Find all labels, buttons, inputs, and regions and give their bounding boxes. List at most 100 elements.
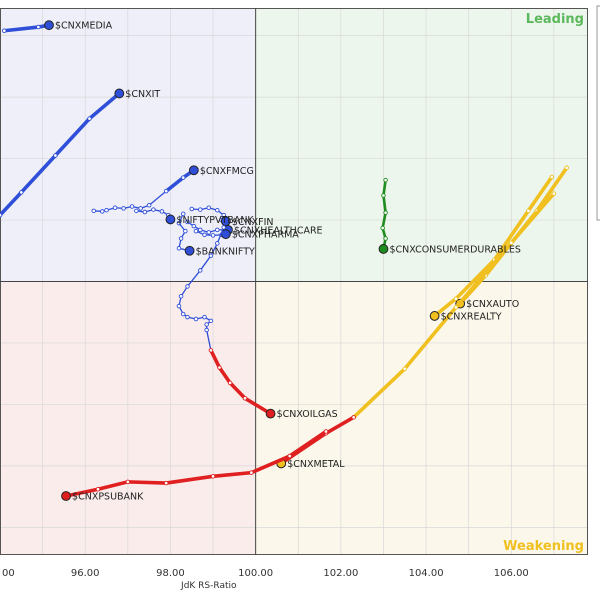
trail-point — [193, 228, 199, 234]
trail-point — [180, 211, 186, 217]
trail-point — [125, 479, 131, 485]
trail-point — [204, 327, 209, 333]
series-layer — [0, 20, 569, 501]
trail-point — [323, 429, 329, 434]
trail-point — [210, 233, 216, 238]
trail-point — [204, 322, 209, 327]
trail-point — [95, 486, 101, 492]
x-tick-label: 98.00 — [156, 568, 185, 579]
series-label: $CNXMEDIA — [55, 21, 113, 32]
trail-point — [549, 174, 555, 180]
trail-point — [163, 188, 169, 194]
legend-panel-edge — [596, 5, 600, 221]
series-label: $CNXFMCG — [200, 166, 254, 177]
trail-point — [221, 225, 226, 230]
trail-point — [193, 316, 199, 322]
trail-point — [198, 227, 203, 233]
series-head-point[interactable] — [429, 311, 440, 321]
series-label: $BANKNIFTY — [196, 246, 255, 257]
trail-point — [36, 24, 41, 30]
series-label: $CNXCONSUMERDURABLES — [389, 244, 520, 255]
trail-point — [100, 209, 105, 214]
trail-point — [215, 227, 220, 233]
trail-point — [509, 240, 514, 246]
trail-point — [526, 208, 531, 214]
trail-point — [242, 396, 248, 401]
series-head-point[interactable] — [184, 245, 195, 256]
trail-point — [189, 206, 194, 212]
trail-point — [176, 303, 182, 309]
trail-point — [208, 348, 214, 353]
trail-point — [198, 207, 203, 212]
trail-point — [178, 236, 184, 241]
x-tick-label: 106.00 — [494, 568, 529, 579]
trail-point — [287, 453, 292, 459]
series-label: $CNXPSUBANK — [72, 491, 144, 502]
quadrant-weakening — [255, 281, 589, 555]
trail-point — [185, 284, 190, 289]
trail-point — [185, 219, 190, 225]
trail-point — [87, 116, 92, 121]
trail-point — [151, 207, 156, 212]
series-cnxconsumerdurables — [378, 177, 389, 254]
series-head-point[interactable] — [265, 408, 276, 419]
quadrant-label-weakening: Weakening — [503, 539, 584, 554]
trail-point — [183, 228, 188, 234]
x-tick-label: 100.00 — [238, 568, 273, 579]
x-tick-label: 102.00 — [323, 568, 358, 579]
trail-point — [142, 209, 148, 215]
series-head-point[interactable] — [44, 20, 54, 31]
trail-point — [2, 28, 7, 33]
series-label: $CNXFIN — [232, 217, 274, 228]
series-label: $CNXREALTY — [441, 311, 502, 322]
trail-point — [453, 296, 459, 301]
series-label: $CNXHEALTHCARE — [234, 225, 323, 236]
trail-point — [53, 153, 58, 158]
trail-point — [129, 204, 135, 209]
trail-point — [215, 207, 220, 213]
x-tick-label: 96.00 — [71, 568, 100, 579]
trail-point — [383, 177, 388, 183]
x-tick-label-edge: 00 — [2, 568, 15, 579]
trail-point — [104, 207, 109, 213]
trail-point — [191, 223, 197, 229]
trail-point — [227, 380, 233, 386]
trail-point — [402, 366, 408, 372]
series-head-point[interactable] — [378, 244, 389, 254]
x-axis-title: JdK RS-Ratio — [180, 581, 237, 591]
series-head-point[interactable] — [61, 491, 71, 501]
series-label: $NIFTYPVTBANK — [176, 215, 254, 226]
series-banknifty — [176, 211, 195, 256]
trail-point — [159, 209, 165, 214]
series-label: $CNXMETAL — [287, 459, 345, 470]
series-head-point[interactable] — [114, 88, 125, 99]
trail-point — [351, 415, 356, 420]
trail-point — [146, 203, 152, 208]
trail-point — [121, 206, 126, 211]
series-head-point[interactable] — [188, 165, 199, 176]
trail-point — [208, 253, 214, 258]
series-cnxfmcg — [91, 165, 199, 214]
trail-point — [198, 268, 203, 273]
x-axis-ticks: 96.00 98.00 100.00 102.00 104.00 106.00 — [71, 568, 529, 579]
series-label: $CNXOILGAS — [277, 409, 338, 420]
series-cnxfin — [189, 205, 231, 227]
trail-point — [180, 175, 186, 180]
trail-point — [564, 165, 569, 171]
trail-point — [383, 210, 388, 215]
series-label: $CNXIT — [125, 89, 160, 100]
trail-point — [383, 236, 388, 241]
trail-point — [206, 230, 212, 235]
trail-point — [180, 311, 186, 317]
x-tick-label: 104.00 — [409, 568, 444, 579]
trail-point — [0, 212, 3, 218]
trail-point — [453, 305, 459, 310]
trail-point — [217, 365, 222, 370]
series-cnxmedia — [2, 20, 54, 33]
trail-point — [176, 220, 182, 226]
trail-point — [163, 480, 169, 486]
series-label: $CNXAUTO — [466, 299, 519, 310]
trail-point — [202, 314, 207, 320]
series-head-point[interactable] — [165, 214, 176, 225]
